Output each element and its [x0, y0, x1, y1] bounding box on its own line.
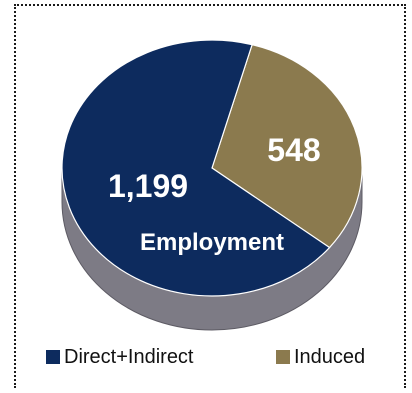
pie-top: [61, 39, 363, 297]
pie-slice-direct-indirect: [61, 39, 331, 297]
center-label-employment: Employment: [140, 229, 284, 256]
legend-label-induced: Induced: [294, 345, 366, 368]
legend-label-direct-indirect: Direct+Indirect: [64, 345, 194, 368]
legend-swatch-direct-indirect: [46, 350, 60, 364]
slice-value-label-direct-indirect: 1,199: [108, 168, 188, 204]
pie-slice-induced: [211, 43, 363, 249]
legend-swatch-induced: [276, 350, 290, 364]
chart-frame: [14, 4, 406, 388]
slice-value-label-induced: 548: [267, 132, 320, 168]
legend-item-direct-indirect: Direct+Indirect: [46, 345, 194, 369]
legend-item-induced: Induced: [276, 345, 365, 369]
